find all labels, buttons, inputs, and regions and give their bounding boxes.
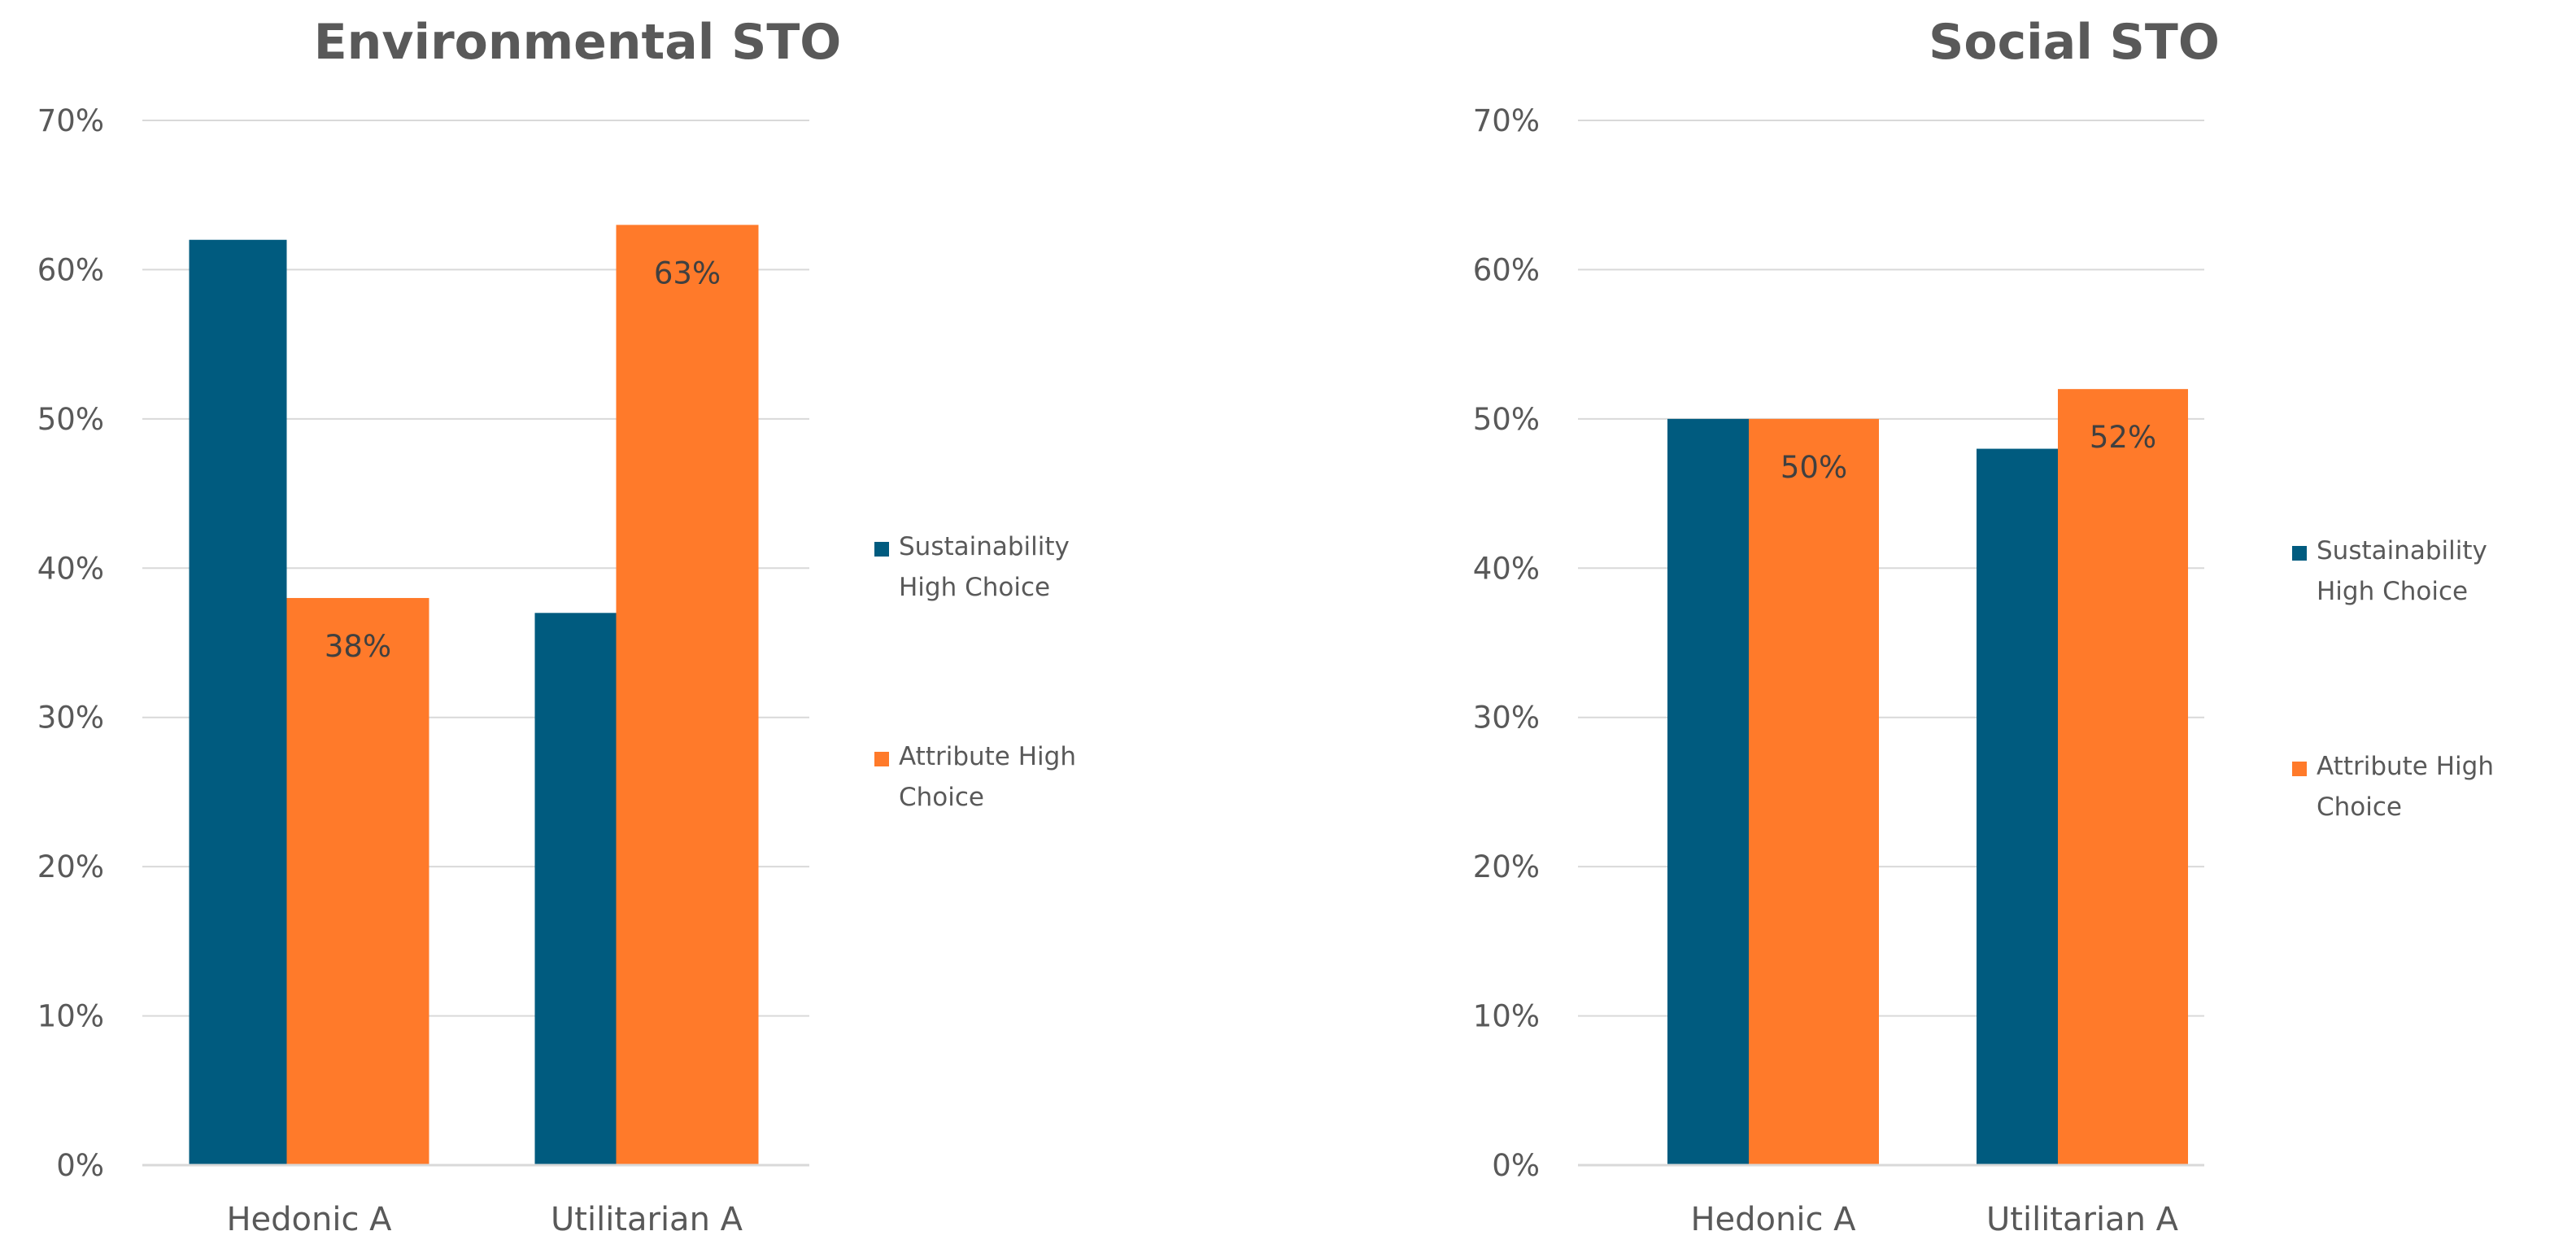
- y-tick-label: 0%: [1492, 1148, 1540, 1183]
- bar-sustainability-0: [1667, 418, 1749, 1165]
- chart-panel-0: Environmental STO 0% 10% 20% 30% 40% 50% 60% 70%…: [37, 14, 1076, 1238]
- data-label: 52%: [2090, 420, 2156, 455]
- x-category-label: Hedonic A: [1690, 1201, 1856, 1238]
- x-category-label: Utilitarian A: [551, 1201, 743, 1238]
- legend-entry-label: Attribute High: [2317, 752, 2494, 781]
- x-category-label: Utilitarian A: [1986, 1201, 2179, 1238]
- legend-entry-label: Attribute High: [899, 742, 1076, 771]
- legend-entry-label: Sustainability: [899, 532, 1070, 561]
- bar-attribute-1: [616, 225, 759, 1165]
- x-category-label: Hedonic A: [226, 1201, 392, 1238]
- legend-swatch-0: [2292, 546, 2307, 561]
- chart-title: Environmental STO: [314, 14, 842, 71]
- bar-attribute-0: [1749, 418, 1879, 1165]
- bar-sustainability-0: [189, 239, 287, 1165]
- y-tick-label: 20%: [1473, 849, 1540, 884]
- legend-entry-label: Choice: [899, 783, 984, 812]
- legend-entry-label: Sustainability: [2317, 536, 2487, 565]
- bar-attribute-0: [286, 597, 429, 1165]
- data-label: 63%: [654, 255, 721, 290]
- data-label: 50%: [1781, 450, 1847, 485]
- y-tick-label: 50%: [1473, 402, 1540, 437]
- legend-swatch-0: [874, 542, 889, 557]
- y-tick-label: 30%: [1473, 701, 1540, 736]
- bar-sustainability-1: [1977, 448, 2058, 1165]
- y-tick-label: 60%: [1473, 252, 1540, 287]
- y-tick-label: 10%: [37, 999, 104, 1034]
- y-tick-label: 60%: [37, 252, 104, 287]
- data-label: 38%: [325, 629, 391, 664]
- chart-panel-1: Social STO 0% 10% 20% 30% 40% 50% 60% 70% Hedonic…: [1473, 14, 2494, 1238]
- y-tick-label: 0%: [56, 1148, 104, 1183]
- bar-sustainability-1: [534, 613, 617, 1165]
- y-tick-label: 70%: [37, 103, 104, 138]
- y-tick-label: 20%: [37, 849, 104, 884]
- legend-entry-label: High Choice: [2317, 577, 2468, 606]
- bar-attribute-1: [2058, 389, 2188, 1166]
- y-tick-label: 30%: [37, 701, 104, 736]
- legend-entry-label: Choice: [2317, 792, 2402, 822]
- y-tick-label: 40%: [1473, 551, 1540, 586]
- legend-swatch-1: [2292, 762, 2307, 776]
- y-tick-label: 10%: [1473, 999, 1540, 1034]
- y-tick-label: 70%: [1473, 103, 1540, 138]
- chart-title: Social STO: [1929, 14, 2220, 71]
- legend-entry-label: High Choice: [899, 573, 1050, 602]
- y-tick-label: 50%: [37, 402, 104, 437]
- y-tick-label: 40%: [37, 551, 104, 586]
- legend-swatch-1: [874, 752, 889, 766]
